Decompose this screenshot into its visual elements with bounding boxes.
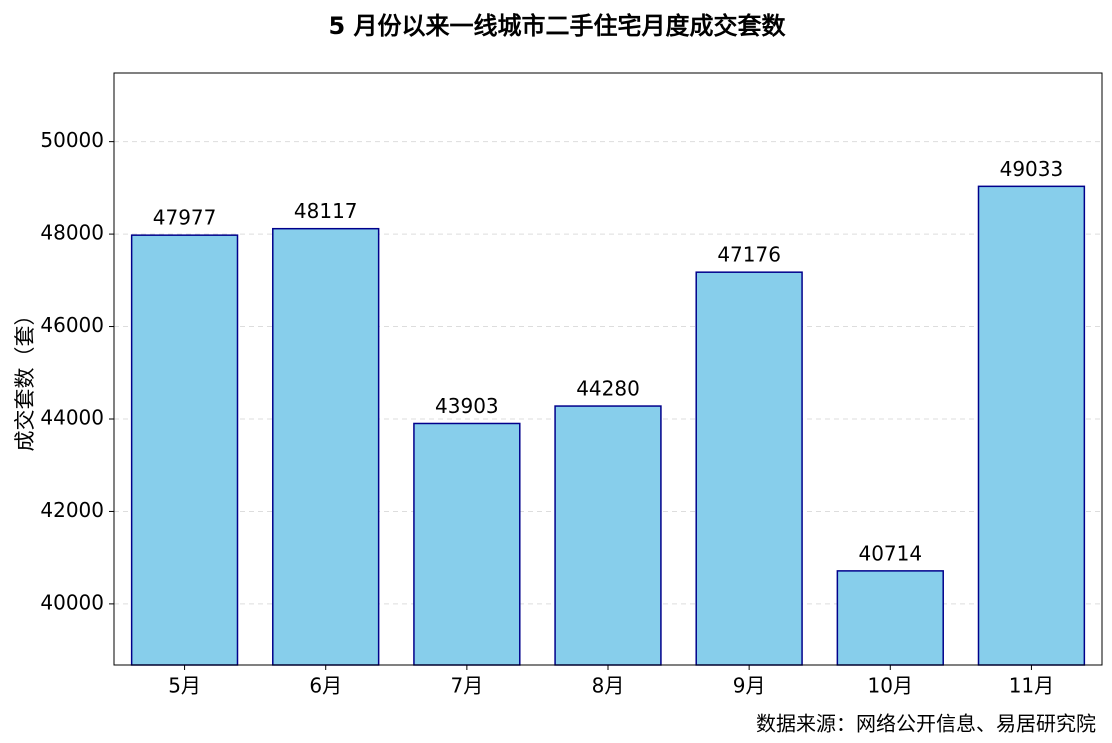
y-tick-label: 50000 [40, 128, 104, 152]
bar [695, 271, 803, 666]
x-tick-label: 9月 [733, 674, 766, 698]
bar [554, 405, 662, 666]
bar [413, 422, 521, 666]
data-label: 47977 [153, 206, 217, 230]
data-label: 44280 [576, 377, 640, 401]
bar [130, 234, 239, 666]
data-label: 49033 [1000, 157, 1064, 181]
source-note: 数据来源：网络公开信息、易居研究院 [756, 712, 1096, 736]
bar [836, 570, 944, 666]
x-tick-label: 11月 [1009, 674, 1054, 698]
y-tick-label: 46000 [40, 313, 104, 337]
bar [272, 227, 380, 666]
bar [977, 185, 1086, 666]
x-tick-label: 8月 [592, 674, 625, 698]
x-tick-label: 5月 [168, 674, 201, 698]
x-tick-label: 10月 [868, 674, 913, 698]
y-tick-label: 42000 [40, 498, 104, 522]
x-tick-label: 6月 [309, 674, 342, 698]
y-tick-label: 40000 [40, 590, 104, 614]
data-label: 47176 [717, 243, 781, 267]
data-label: 48117 [294, 199, 358, 223]
chart-title: 5 月份以来一线城市二手住宅月度成交套数 [328, 12, 786, 40]
y-tick-label: 44000 [40, 405, 104, 429]
y-axis-label: 成交套数（套） [13, 305, 37, 452]
x-tick-label: 7月 [450, 674, 483, 698]
data-label: 43903 [435, 394, 499, 418]
y-tick-label: 48000 [40, 221, 104, 245]
bar-layer [130, 185, 1086, 666]
data-label: 40714 [858, 541, 922, 565]
